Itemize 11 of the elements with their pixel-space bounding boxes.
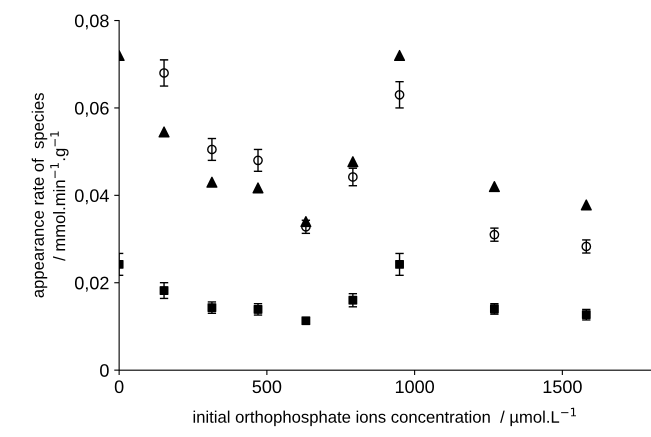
x-tick-label: 1000	[396, 380, 434, 394]
x-tick-label: 500	[252, 380, 282, 394]
x-tick-label: 0	[114, 380, 124, 394]
y-tick-label: 0,08	[74, 14, 109, 30]
y-tick-label: 0	[100, 364, 109, 377]
y-tick-label: 0,02	[74, 276, 109, 292]
y-tick-label: 0,06	[74, 102, 109, 117]
y-tick-label: 0,04	[74, 189, 109, 204]
x-axis-title: initial orthophosphate ions concentration / µmol.L$^{−1}$	[194, 408, 576, 426]
x-tick-label: 1500	[544, 380, 582, 394]
y-axis-title: appearance rate of species / mmol.min$^{−1}$.g$^{−1}$	[32, 93, 69, 298]
